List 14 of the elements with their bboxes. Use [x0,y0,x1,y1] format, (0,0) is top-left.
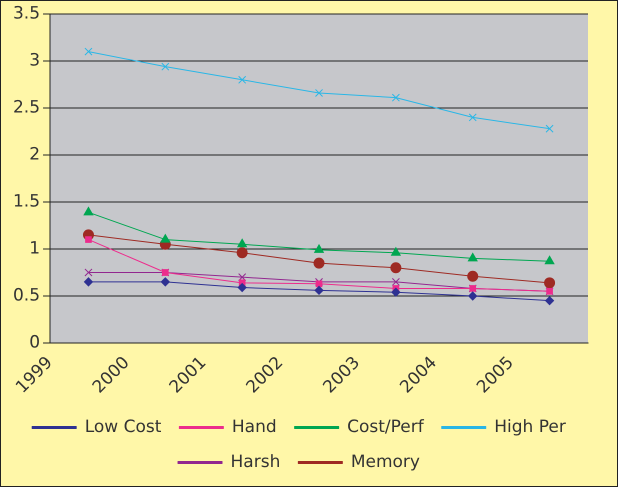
y-tick-label: 1.5 [12,191,40,212]
legend-label: Low Cost [84,416,162,437]
legend-label: Hand [232,416,277,437]
y-tick-label: 2 [29,144,40,164]
y-tick-label: 0.5 [12,285,40,306]
legend-label: Cost/Perf [347,416,425,437]
y-tick-label: 0 [29,332,40,352]
y-tick-label: 3.5 [12,3,40,24]
y-tick-label: 3 [29,50,40,70]
y-tick-label: 2.5 [12,97,40,118]
legend-label: High Per [494,416,566,437]
legend-label: Memory [350,452,420,472]
legend-label: Harsh [230,452,280,472]
y-tick-label: 1 [29,238,40,258]
